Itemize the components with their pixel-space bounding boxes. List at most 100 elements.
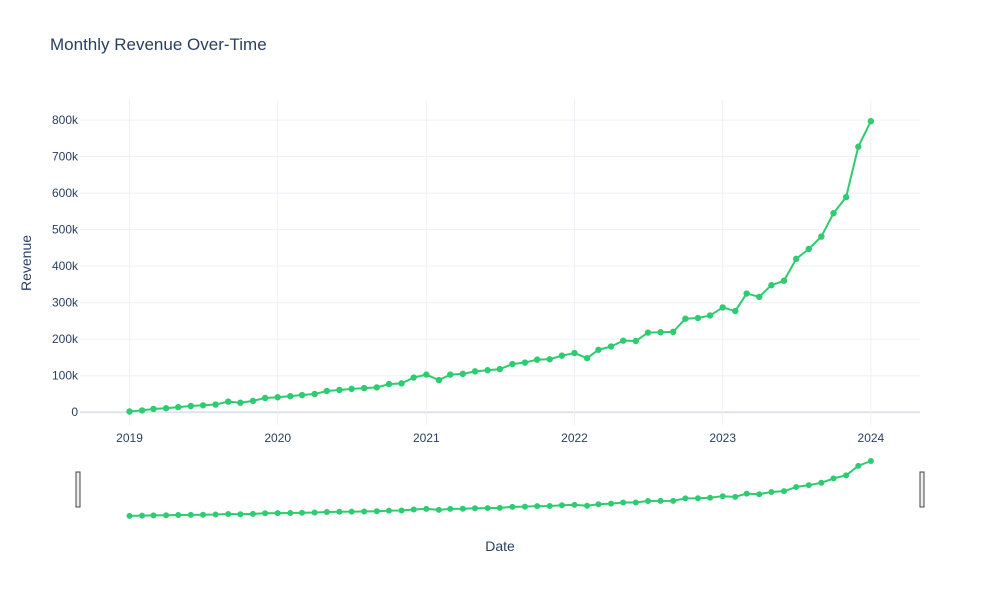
slider-point — [336, 508, 343, 515]
range-slider-right-handle[interactable] — [919, 471, 925, 508]
slider-point — [694, 495, 701, 502]
revenue-point — [644, 329, 652, 336]
slider-point — [756, 491, 763, 498]
slider-point — [608, 500, 615, 507]
revenue-point — [768, 281, 775, 289]
slider-point — [707, 494, 714, 501]
revenue-point — [336, 386, 343, 394]
revenue-point — [348, 385, 355, 393]
revenue-point — [583, 354, 591, 362]
revenue-point — [435, 376, 443, 384]
slider-point — [719, 493, 726, 500]
revenue-point — [669, 328, 677, 336]
slider-point — [187, 511, 194, 518]
y-axis-title: Revenue — [18, 235, 34, 291]
revenue-point — [496, 365, 503, 373]
revenue-point — [694, 314, 702, 322]
slider-point — [472, 505, 479, 512]
revenue-point — [521, 359, 529, 366]
slider-point — [459, 505, 466, 512]
y-tick-label: 0 — [71, 405, 78, 419]
slider-point — [398, 507, 405, 514]
revenue-point — [706, 312, 714, 319]
slider-point — [657, 497, 664, 504]
y-tick-label: 800k — [52, 113, 79, 127]
revenue-point — [620, 337, 627, 344]
revenue-point — [459, 370, 467, 378]
revenue-point — [571, 349, 578, 357]
slider-point — [200, 511, 207, 518]
revenue-point — [682, 315, 689, 322]
revenue-point — [398, 380, 405, 387]
revenue-point — [792, 255, 800, 263]
revenue-point — [632, 337, 640, 345]
slider-point — [163, 512, 170, 519]
revenue-point — [546, 356, 553, 363]
slider-point — [732, 493, 739, 500]
revenue-point — [558, 352, 566, 359]
y-tick-label: 500k — [52, 223, 79, 237]
slider-point — [212, 511, 219, 518]
slider-point — [620, 499, 627, 506]
revenue-point — [867, 117, 875, 125]
revenue-point — [323, 387, 331, 395]
slider-point — [509, 503, 516, 510]
slider-point — [423, 505, 430, 512]
revenue-point — [162, 405, 170, 412]
slider-point — [558, 502, 565, 509]
slider-point — [818, 479, 825, 486]
revenue-point — [373, 384, 380, 391]
revenue-point — [360, 384, 368, 392]
revenue-point — [175, 403, 182, 411]
slider-point — [546, 502, 553, 509]
range-slider-left-handle[interactable] — [75, 471, 81, 508]
slider-point — [237, 511, 244, 518]
slider-point — [225, 510, 232, 517]
revenue-point — [187, 402, 195, 410]
x-tick-labels: 2019 2020 2021 2022 2023 2024 — [116, 431, 884, 445]
revenue-point — [484, 367, 491, 374]
chart-title: Monthly Revenue Over-Time — [50, 35, 267, 54]
slider-point — [632, 499, 639, 506]
revenue-point — [818, 233, 825, 240]
slider-point — [348, 508, 355, 515]
revenue-point — [743, 290, 750, 297]
revenue-point — [509, 360, 516, 368]
main-point-layer — [126, 117, 875, 415]
revenue-point — [138, 407, 146, 414]
revenue-point — [780, 277, 788, 284]
revenue-point — [261, 394, 269, 402]
slider-point — [595, 501, 602, 508]
revenue-point — [199, 402, 207, 409]
slider-point — [584, 502, 591, 509]
slider-point — [843, 472, 850, 479]
revenue-point — [471, 368, 479, 375]
slider-point — [484, 505, 491, 512]
slider-point — [743, 490, 750, 497]
slider-point — [496, 504, 503, 511]
y-tick-label: 200k — [52, 332, 79, 346]
slider-point — [410, 506, 417, 513]
slider-point — [126, 512, 133, 519]
x-tick-label: 2022 — [561, 431, 588, 445]
revenue-point — [719, 304, 726, 311]
revenue-point — [595, 346, 602, 353]
revenue-point — [311, 390, 318, 398]
revenue-point — [657, 329, 664, 336]
slider-point — [670, 497, 677, 504]
slider-point — [262, 510, 269, 517]
slider-point — [780, 488, 787, 495]
y-tick-label: 700k — [52, 150, 79, 164]
slider-point — [361, 508, 368, 515]
slider-point — [150, 512, 157, 519]
range-slider[interactable] — [75, 458, 925, 519]
slider-point — [521, 503, 528, 510]
x-tick-label: 2023 — [709, 431, 736, 445]
revenue-point — [410, 374, 417, 381]
slider-point — [534, 503, 541, 510]
x-tick-label: 2024 — [858, 431, 885, 445]
slider-point — [139, 512, 146, 519]
revenue-point — [150, 405, 157, 413]
slider-point — [830, 475, 837, 482]
